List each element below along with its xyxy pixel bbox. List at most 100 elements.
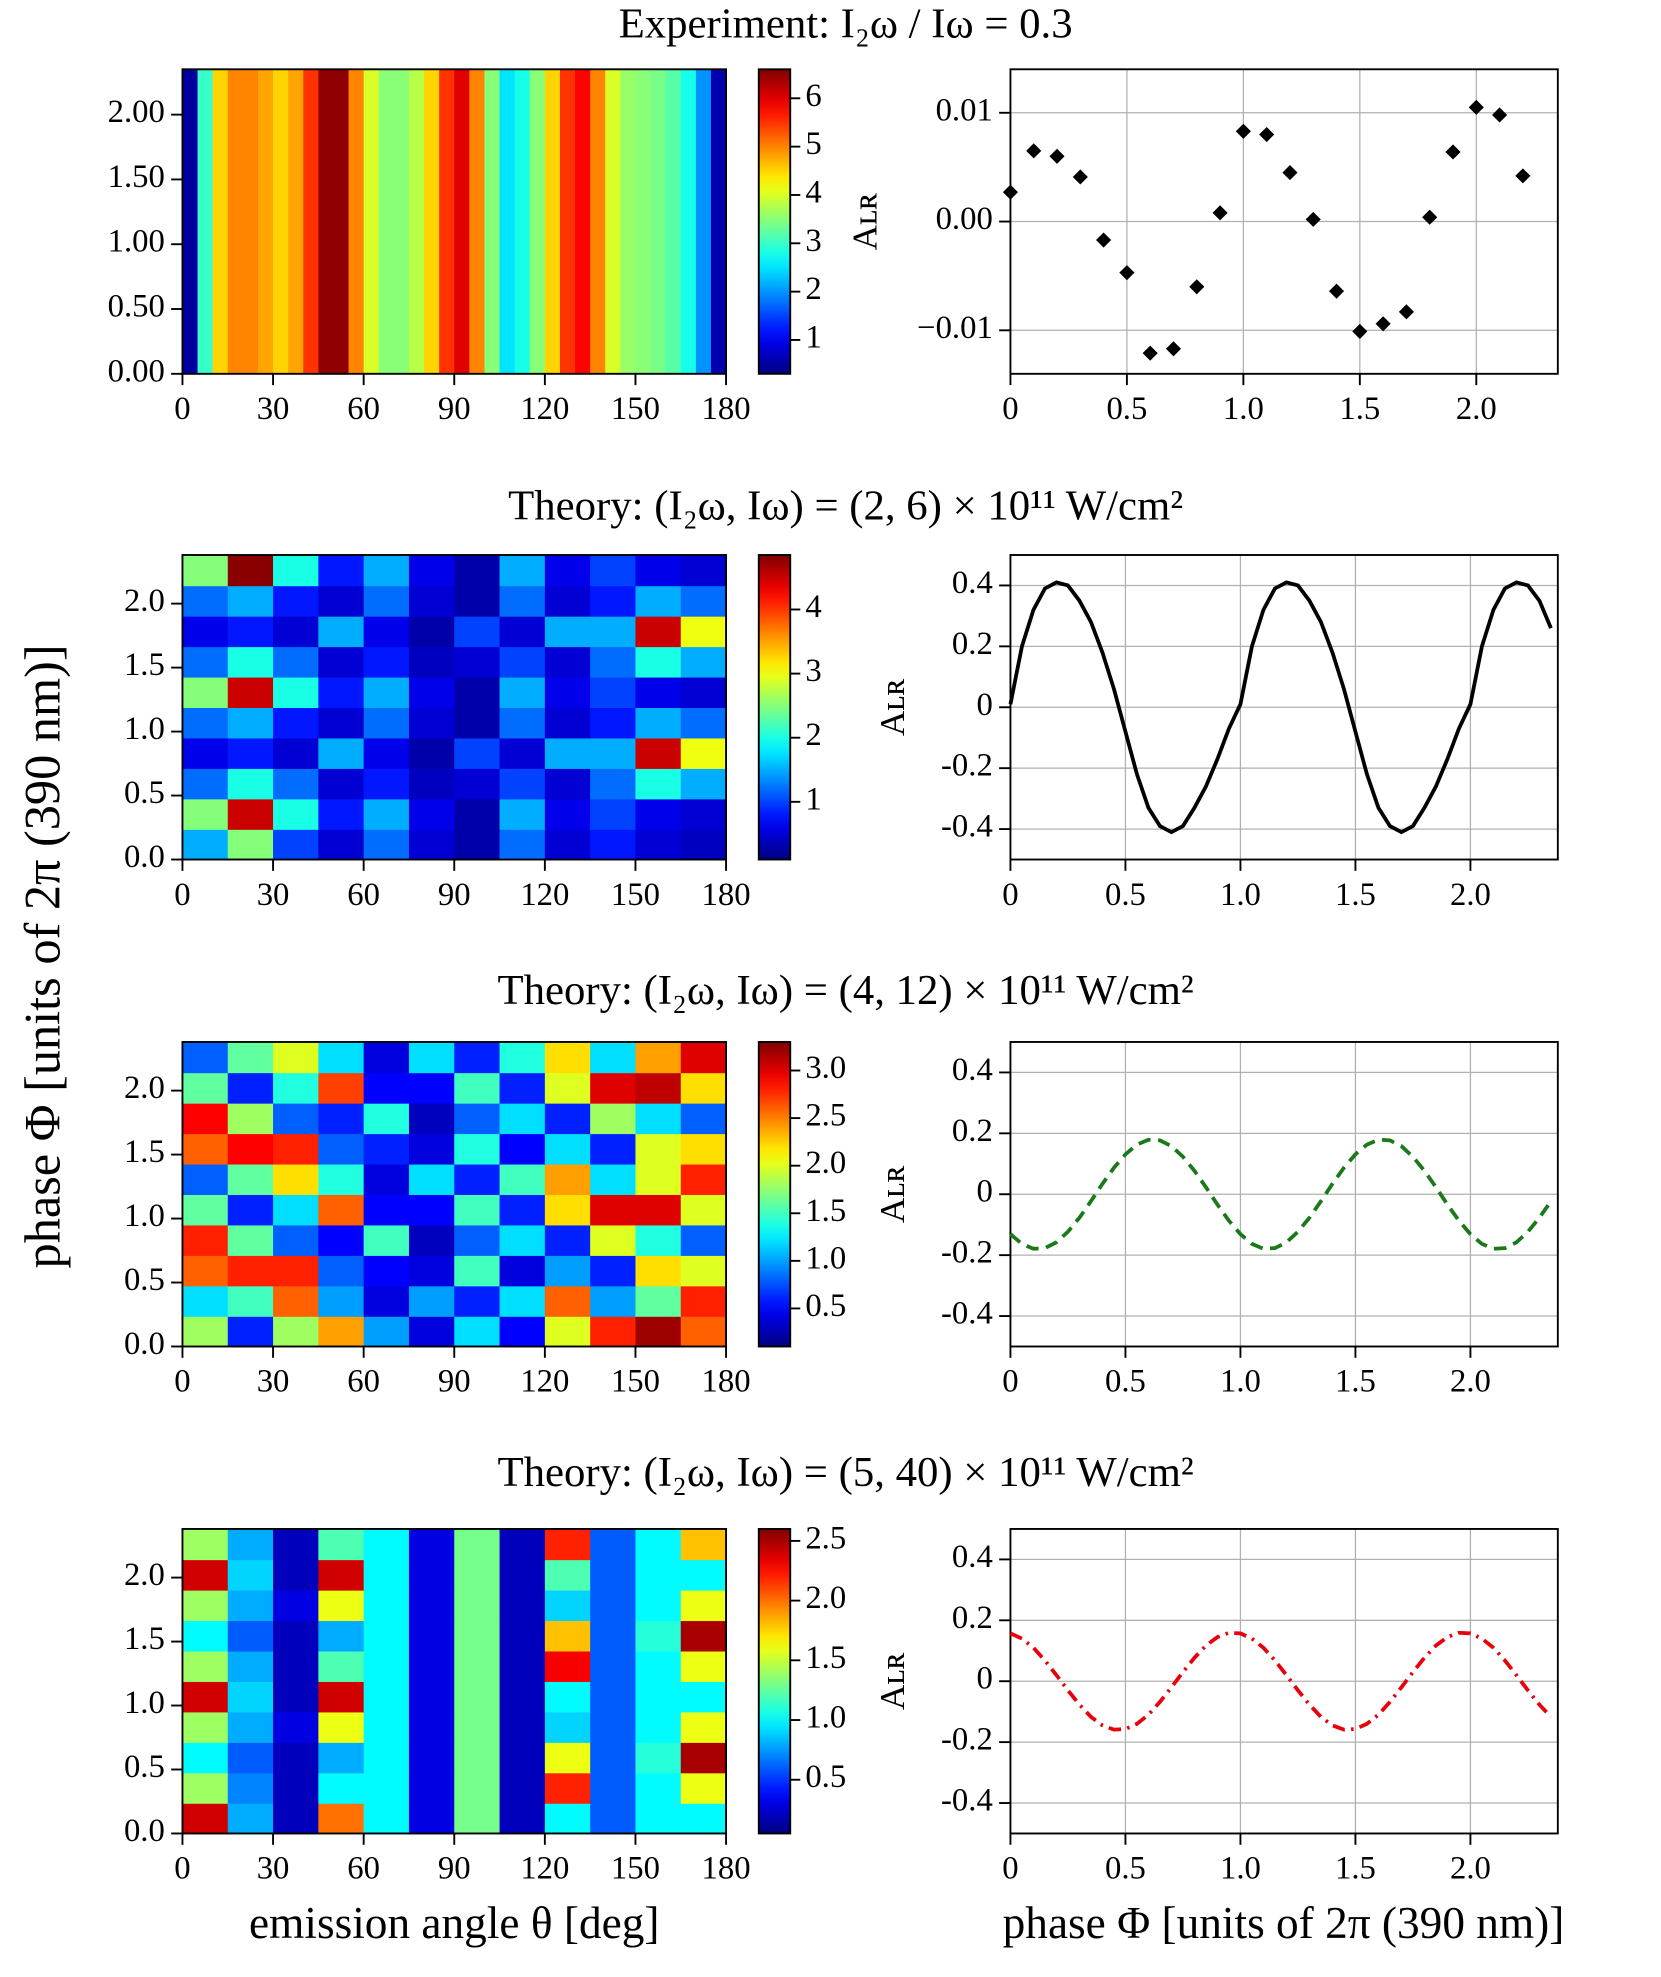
- heatmap-cell: [363, 1589, 410, 1622]
- colorbar-tick-label: 1.5: [805, 1193, 846, 1229]
- data-point: [1282, 165, 1298, 181]
- x-tick-label: 0: [174, 1364, 190, 1400]
- heatmap-cell: [590, 1742, 637, 1774]
- heatmap-cell: [635, 1102, 682, 1135]
- y-tick-label: 2.0: [124, 1070, 165, 1106]
- heatmap-cell: [499, 585, 546, 617]
- heatmap-cell: [544, 1133, 591, 1165]
- colorbar-tick-label: 3: [805, 653, 821, 689]
- heatmap-cell: [590, 1255, 637, 1287]
- heatmap-cell: [227, 1194, 274, 1226]
- colorbar-tick-label: 4: [805, 174, 821, 210]
- heatmap-cell: [363, 1772, 410, 1804]
- heatmap-cell: [499, 1041, 546, 1074]
- heatmap-cell: [408, 1650, 456, 1682]
- heatmap-cell: [273, 1102, 320, 1135]
- heatmap-cell: [182, 676, 229, 709]
- heatmap-cell: [544, 1316, 591, 1348]
- heatmap-cell: [680, 585, 727, 617]
- heatmap-cell: [499, 555, 546, 587]
- heatmap-cell: [227, 1681, 274, 1713]
- heatmap-cell: [227, 1133, 274, 1165]
- heatmap-cell: [227, 676, 274, 709]
- y-tick-label: 1.0: [124, 711, 165, 747]
- heatmap-cell: [227, 615, 274, 648]
- heatmap-cell: [544, 1528, 591, 1561]
- x-tick-label: 120: [520, 877, 569, 913]
- heatmap-cell: [273, 829, 320, 861]
- heatmap-cell: [635, 1285, 682, 1317]
- heatmap-cell: [680, 1742, 727, 1774]
- heatmap-cell: [227, 1528, 274, 1561]
- heatmap-cell: [544, 1041, 591, 1074]
- heatmap-cell: [454, 1650, 501, 1682]
- x-tick-label: 0: [1002, 1364, 1018, 1400]
- heatmap-cell: [363, 737, 410, 769]
- heatmap-cell: [454, 1620, 501, 1652]
- heatmap-cell: [408, 1224, 456, 1256]
- heatmap-cell: [680, 1620, 727, 1652]
- heatmap-cell: [273, 615, 320, 648]
- heatmap-cell: [227, 707, 274, 739]
- heatmap-cell: [635, 1163, 682, 1195]
- heatmap-cell: [182, 1772, 229, 1804]
- heatmap-cell: [408, 1803, 456, 1835]
- heatmap-cell: [227, 1620, 274, 1652]
- heatmap-cell: [499, 1772, 546, 1804]
- heatmap-cell: [393, 69, 410, 375]
- heatmap-cell: [454, 1133, 501, 1165]
- heatmap-cell: [454, 1803, 501, 1835]
- x-tick-label: 2.0: [1450, 877, 1491, 913]
- heatmap-cell: [318, 737, 365, 769]
- heatmap-cell: [680, 1194, 727, 1226]
- y-tick-label: 0.50: [108, 289, 165, 325]
- heatmap-cell: [635, 1528, 682, 1561]
- x-tick-label: 2.0: [1456, 391, 1497, 427]
- heatmap-cell: [544, 646, 591, 678]
- heatmap-cell: [408, 1102, 456, 1135]
- heatmap-cell: [182, 737, 229, 769]
- heatmap-cell: [590, 1194, 637, 1226]
- heatmap-cell: [318, 1528, 365, 1561]
- x-tick-label: 90: [438, 877, 471, 913]
- heatmap-cell: [499, 1102, 546, 1135]
- heatmap-cell: [454, 1285, 501, 1317]
- data-point: [1142, 345, 1158, 361]
- heatmap-cell: [363, 1742, 410, 1774]
- x-tick-label: 1.0: [1220, 1364, 1261, 1400]
- heatmap-cell: [590, 1072, 637, 1104]
- heatmap-cell: [363, 69, 380, 375]
- data-point: [1259, 126, 1275, 143]
- heatmap-cell: [499, 829, 546, 861]
- heatmap-cell: [680, 555, 727, 587]
- heatmap-cell: [635, 1072, 682, 1104]
- heatmap-cell: [363, 1041, 410, 1074]
- heatmap-cell: [408, 646, 456, 678]
- heatmap-cell: [590, 737, 637, 769]
- heatmap-cell: [182, 69, 199, 375]
- heatmap-cell: [212, 69, 229, 375]
- colorbar-tick-label: 1: [805, 781, 821, 817]
- heatmap-cell: [318, 1194, 365, 1226]
- heatmap-cell: [454, 1559, 501, 1591]
- row-title: Theory: (I₂ω, Iω) = (4, 12) × 10¹¹ W/cm²: [497, 967, 1193, 1014]
- heatmap-cell: [499, 1589, 546, 1622]
- heatmap-cell: [454, 1528, 501, 1561]
- heatmap-cell: [635, 1681, 682, 1713]
- heatmap-cell: [499, 1803, 546, 1835]
- heatmap-cell: [635, 585, 682, 617]
- heatmap-cell: [680, 676, 727, 709]
- heatmap-cell: [680, 707, 727, 739]
- x-tick-label: 60: [347, 1851, 380, 1887]
- heatmap-cell: [408, 1681, 456, 1713]
- heatmap-cell: [363, 707, 410, 739]
- heatmap-cell: [680, 829, 727, 861]
- x-tick-label: 0: [1002, 1851, 1018, 1887]
- heatmap-cell: [590, 1803, 637, 1835]
- y-tick-label: 0.4: [952, 1052, 993, 1088]
- heatmap-cell: [454, 798, 501, 830]
- y-tick-label: 1.5: [124, 647, 165, 683]
- x-tick-label: 1.0: [1220, 877, 1261, 913]
- heatmap-cell: [363, 768, 410, 800]
- heatmap-cell: [408, 1559, 456, 1591]
